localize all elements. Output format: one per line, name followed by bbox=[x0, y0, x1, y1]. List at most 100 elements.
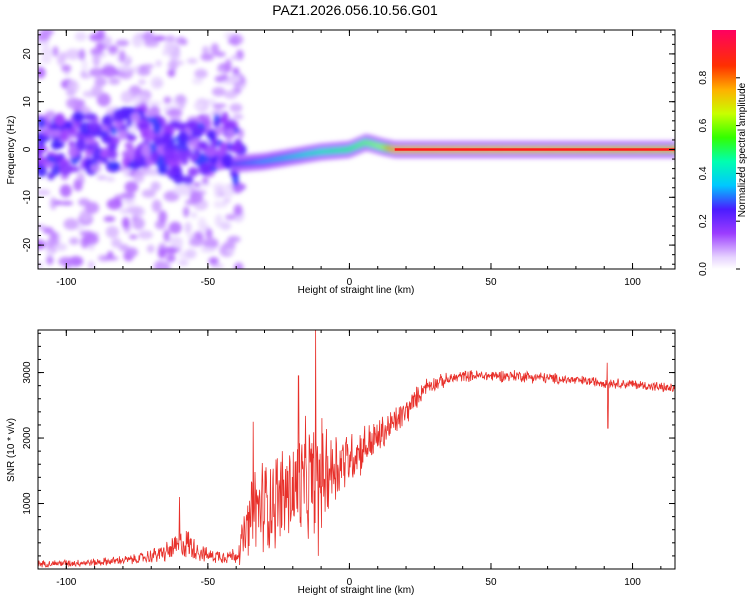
spectrogram-noise-blob bbox=[168, 221, 182, 234]
spectrogram-noise-blob bbox=[38, 189, 51, 196]
spectrogram-noise-blob bbox=[38, 239, 46, 250]
spectrogram-energy-blob bbox=[140, 130, 149, 140]
spectrogram-energy-blob bbox=[54, 112, 66, 127]
spectrogram-noise-blob bbox=[53, 200, 63, 206]
y-tick-label: 3000 bbox=[22, 361, 33, 384]
spectrogram-energy-blob bbox=[68, 146, 78, 158]
spectrogram-noise-blob bbox=[163, 96, 172, 104]
spectrogram-noise-blob bbox=[164, 246, 179, 255]
spectrogram-noise-blob bbox=[80, 70, 88, 77]
spectrogram-noise-blob bbox=[133, 172, 145, 184]
spectrogram-energy-blob bbox=[169, 120, 181, 128]
spectrogram-energy-blob bbox=[177, 131, 187, 142]
spectrogram-noise-blob bbox=[225, 214, 236, 221]
spectrogram-energy-blob bbox=[83, 112, 98, 121]
spectrogram-energy-blob bbox=[64, 120, 73, 130]
snr-frame bbox=[37, 329, 676, 570]
spectrogram-noise-blob bbox=[126, 206, 142, 213]
spectrogram-energy-blob bbox=[87, 121, 101, 132]
spectrogram-noise-blob bbox=[88, 67, 105, 78]
snr-x-label: Height of straight line (km) bbox=[298, 585, 415, 596]
spectrogram-energy-blob bbox=[206, 129, 217, 141]
spectrogram-noise-blob bbox=[184, 221, 192, 234]
spectrogram-noise-blob bbox=[105, 225, 120, 239]
spectrogram-noise-blob bbox=[74, 31, 87, 42]
spectrogram-energy-blob bbox=[177, 149, 186, 161]
spectrogram-noise-blob bbox=[61, 64, 72, 73]
spectrogram-noise-blob bbox=[45, 249, 54, 258]
spectrogram-noise-blob bbox=[184, 248, 197, 259]
spectrogram-energy-blob bbox=[187, 140, 200, 148]
spectrogram-noise-blob bbox=[223, 90, 238, 99]
spectrogram-noise-blob bbox=[166, 253, 176, 263]
spectrogram-energy-blob bbox=[204, 147, 217, 158]
spectrogram-energy-blob bbox=[145, 116, 158, 124]
spectrogram-noise-blob bbox=[90, 47, 103, 56]
spectrogram-energy-blob bbox=[196, 140, 209, 150]
spectrogram-noise-blob bbox=[118, 50, 126, 63]
spectrogram-noise-blob bbox=[124, 181, 139, 193]
colorbar-ticks: 0.0 0.2 0.4 0.6 0.8 bbox=[698, 70, 740, 276]
spectrogram-noise-blob bbox=[205, 228, 213, 239]
spectrogram-noise-blob bbox=[96, 30, 106, 41]
spectrogram-noise-blob bbox=[125, 247, 139, 258]
x-tick-label: -50 bbox=[201, 277, 216, 288]
spectrogram-energy-blob bbox=[149, 105, 161, 119]
spectrogram-energy-blob bbox=[232, 175, 240, 187]
spectrogram-noise-blob bbox=[220, 221, 232, 231]
spectrogram-noise-blob bbox=[94, 77, 107, 87]
spectrogram-noise-blob bbox=[165, 35, 176, 43]
spectrogram-noise-blob bbox=[200, 246, 216, 253]
spectrogram-energy-blob bbox=[59, 129, 70, 143]
spectrogram-noise-blob bbox=[230, 55, 240, 61]
spectrogram-noise-blob bbox=[38, 66, 46, 79]
spectrogram-noise-blob bbox=[227, 236, 236, 245]
spectrogram-noise-blob bbox=[151, 199, 162, 213]
spectrogram-noise-blob bbox=[201, 177, 209, 185]
spectrogram-noise-blob bbox=[128, 234, 138, 240]
spectrogram-noise-blob bbox=[69, 237, 80, 245]
spectrogram-noise-blob bbox=[56, 54, 66, 66]
colorbar-tick-label: 0.2 bbox=[698, 214, 709, 228]
spectrogram-noise-blob bbox=[138, 79, 146, 85]
spectrogram-energy-blob bbox=[198, 152, 209, 164]
spectrogram-energy-blob bbox=[121, 150, 131, 158]
spectrogram-energy-blob bbox=[188, 120, 195, 131]
x-tick-label: 0 bbox=[347, 577, 353, 588]
spectrogram-energy-blob bbox=[195, 127, 207, 134]
spectrogram-energy-blob bbox=[59, 161, 73, 176]
spectrogram-noise-blob bbox=[165, 110, 178, 116]
spectrogram-noise-blob bbox=[81, 59, 88, 73]
spectrogram-noise-blob bbox=[49, 197, 57, 210]
spectrogram-noise-blob bbox=[122, 198, 137, 205]
spectrogram-energy-blob bbox=[38, 164, 48, 178]
spectrogram-noise-blob bbox=[58, 256, 74, 267]
spectrogram-noise-blob bbox=[46, 238, 60, 247]
x-tick-label: -100 bbox=[56, 277, 76, 288]
y-tick-label: 10 bbox=[22, 96, 33, 108]
spectrogram-noise-blob bbox=[38, 33, 51, 42]
spectrogram-noise-blob bbox=[186, 234, 196, 239]
snr-y-label: SNR (10 * v/v) bbox=[6, 418, 17, 482]
colorbar-label: Normalized spectral amplitude bbox=[737, 82, 748, 217]
spectrogram-energy-blob bbox=[153, 135, 165, 147]
spectrogram-noise-blob bbox=[192, 77, 204, 85]
spectrogram-noise-blob bbox=[146, 244, 155, 254]
figure-title: PAZ1.2026.056.10.56.G01 bbox=[272, 2, 438, 18]
spectrogram-noise-blob bbox=[108, 77, 121, 85]
spectrogram-noise-blob bbox=[132, 65, 140, 73]
colorbar-tick-label: 0.8 bbox=[698, 70, 709, 84]
spectrogram-energy-blob bbox=[106, 143, 117, 153]
spectrogram-noise-blob bbox=[163, 40, 177, 53]
spectrogram-noise-blob bbox=[188, 239, 205, 247]
spectrogram-noise-blob bbox=[59, 184, 72, 198]
spectrogram-noise-blob bbox=[227, 39, 240, 45]
spectrogram-noise-blob bbox=[40, 56, 52, 65]
spectrogram-y-ticks: -20 -10 0 10 20 bbox=[22, 34, 675, 265]
y-tick-label: -20 bbox=[22, 237, 33, 252]
spectrogram-noise-blob bbox=[92, 53, 101, 68]
spectrogram-noise-blob bbox=[194, 68, 208, 79]
colorbar: 0.0 0.2 0.4 0.6 0.8 Normalized spectral ampl… bbox=[698, 30, 748, 276]
colorbar-tick-label: 0.0 bbox=[698, 262, 709, 276]
